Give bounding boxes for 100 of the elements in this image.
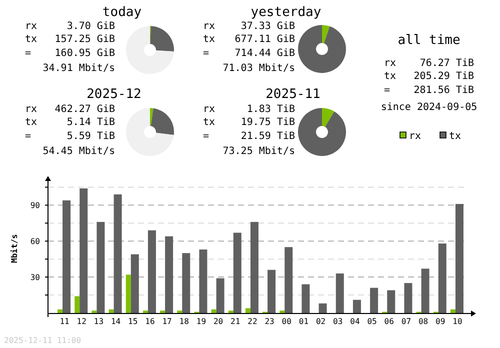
x-tick-label: 07: [401, 317, 412, 326]
text: 281.56 TiB: [414, 85, 474, 96]
text: 71.03 Mbit/s: [222, 63, 295, 74]
text: tx: [384, 71, 396, 82]
bar: [148, 230, 156, 313]
text: tx: [25, 34, 38, 45]
chart-title: 2025-12: [86, 87, 142, 102]
text: 19.75 TiB: [240, 117, 295, 128]
text: rx: [203, 104, 216, 115]
text: tx: [203, 117, 216, 128]
legend-label: rx: [409, 131, 422, 142]
text: rx: [203, 21, 216, 32]
text: 160.95 GiB: [54, 48, 115, 59]
x-tick-label: 20: [213, 317, 224, 326]
donut-slice: [322, 108, 334, 127]
x-tick-label: 09: [436, 317, 446, 326]
donut-slice: [126, 26, 174, 74]
text: 76.27 TiB: [420, 58, 474, 69]
bar: [302, 284, 310, 313]
text: rx: [25, 104, 38, 115]
bar: [336, 273, 344, 313]
bar: [268, 270, 276, 313]
bar: [284, 247, 293, 313]
text: 677.11 GiB: [234, 34, 295, 45]
x-tick-label: 12: [76, 317, 87, 326]
bar: [62, 200, 71, 313]
text: 3.70 GiB: [66, 21, 115, 32]
x-tick-label: 10: [452, 317, 462, 326]
text: rx: [25, 21, 38, 32]
bar: [352, 300, 361, 313]
bar: [387, 290, 396, 313]
text: 21.59 TiB: [240, 131, 295, 142]
text: 34.91 Mbit/s: [42, 63, 115, 74]
bar: [404, 283, 412, 313]
x-tick-label: 22: [248, 317, 258, 326]
x-tick-label: 11: [60, 317, 70, 326]
text: 5.59 TiB: [66, 131, 115, 142]
y-tick-label: 90: [30, 201, 40, 210]
chart-title: today: [102, 5, 142, 20]
x-tick-label: 04: [350, 317, 360, 326]
x-tick-label: 15: [128, 317, 138, 326]
text: 462.27 GiB: [54, 104, 115, 115]
x-tick-label: 05: [367, 317, 378, 326]
bar: [421, 268, 430, 313]
bar: [108, 309, 114, 313]
bar: [74, 296, 80, 313]
bar: [370, 288, 378, 313]
y-axis-title: Mbit/s: [10, 234, 19, 263]
donut-slice: [298, 108, 346, 156]
donut-slice: [322, 25, 330, 44]
bar: [96, 222, 105, 313]
legend-label: tx: [449, 131, 462, 142]
bar: [182, 253, 190, 313]
chart-title: yesterday: [250, 5, 322, 20]
x-tick-label: 08: [418, 317, 428, 326]
text: 73.25 Mbit/s: [222, 146, 295, 157]
bar: [80, 188, 88, 313]
text: =: [384, 85, 390, 96]
chart-title: 2025-11: [266, 87, 320, 102]
text: 714.44 GiB: [234, 48, 295, 59]
x-tick-label: 21: [230, 317, 240, 326]
text: 205.29 TiB: [414, 71, 474, 82]
text: =: [25, 131, 32, 142]
x-tick-label: 02: [316, 317, 326, 326]
text: tx: [203, 34, 216, 45]
y-tick-label: 30: [30, 273, 40, 282]
donut-slice: [150, 108, 174, 136]
text: 54.45 Mbit/s: [42, 146, 115, 157]
x-tick-label: 16: [145, 317, 155, 326]
donut-slice: [298, 25, 346, 73]
donut-slice: [150, 108, 154, 126]
bar: [216, 278, 224, 313]
donut-slice: [126, 108, 174, 156]
bar: [199, 249, 208, 313]
x-tick-label: 06: [384, 317, 394, 326]
x-tick-label: 18: [179, 317, 190, 326]
bar: [58, 309, 63, 313]
x-tick-label: 13: [94, 317, 104, 326]
bar: [114, 194, 122, 313]
bar: [130, 254, 139, 313]
bar: [438, 244, 446, 313]
bar: [245, 308, 250, 313]
bar: [211, 309, 216, 313]
x-tick-label: 23: [264, 317, 275, 326]
bar: [318, 303, 327, 313]
donut-slice: [150, 26, 174, 52]
text: 1.83 TiB: [246, 104, 295, 115]
text: 157.25 GiB: [54, 34, 115, 45]
text: tx: [25, 117, 38, 128]
text: =: [203, 131, 210, 142]
text: =: [25, 48, 32, 59]
x-tick-label: 03: [333, 317, 343, 326]
text: rx: [384, 58, 396, 69]
bar: [250, 222, 258, 313]
text: since 2024-09-05: [380, 102, 478, 113]
bar: [455, 204, 464, 313]
bar: [165, 236, 174, 313]
x-tick-label: 01: [298, 317, 309, 326]
bar: [126, 274, 131, 313]
x-tick-label: 14: [110, 317, 121, 326]
